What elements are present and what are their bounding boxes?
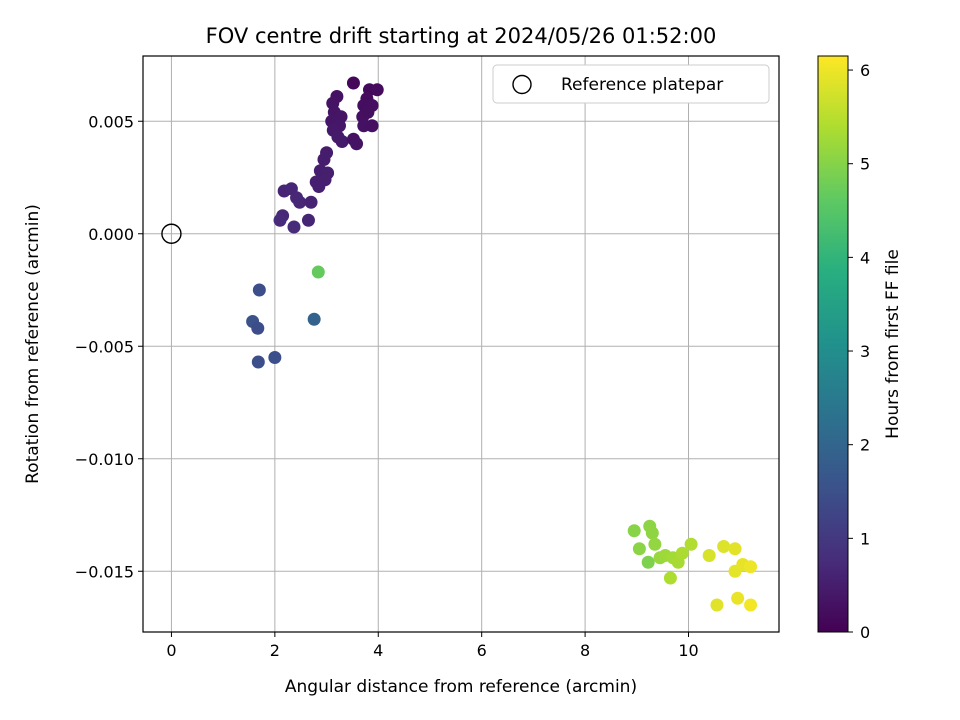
data-point	[710, 598, 724, 612]
colorbar-tick-label: 3	[860, 342, 870, 361]
data-point	[273, 213, 287, 227]
data-point	[731, 591, 745, 605]
reference-platepar-marker	[161, 223, 182, 244]
legend: Reference platepar	[492, 64, 770, 104]
data-point	[307, 312, 321, 326]
data-point	[301, 213, 315, 227]
data-point	[317, 153, 331, 166]
x-tick-label: 8	[580, 641, 590, 660]
data-point	[268, 351, 282, 364]
data-point	[632, 542, 646, 556]
x-tick-label: 0	[166, 641, 176, 660]
x-tick-label: 10	[678, 641, 698, 660]
colorbar-tick-label: 0	[860, 623, 870, 642]
data-point	[251, 355, 265, 369]
y-axis-label: Rotation from reference (arcmin)	[23, 204, 43, 484]
colorbar-tick-label: 4	[860, 248, 870, 267]
colorbar-ticks: 0 1 2 3 4 5 6	[848, 61, 870, 642]
reference-point	[161, 223, 182, 244]
data-point	[335, 135, 349, 148]
data-point	[365, 119, 379, 133]
x-tick-label: 4	[373, 641, 383, 660]
data-point	[350, 137, 364, 151]
colorbar-tick-label: 6	[860, 61, 870, 80]
legend-label: Reference platepar	[561, 75, 723, 95]
data-point	[645, 526, 659, 540]
data-point	[304, 195, 318, 209]
legend-marker-icon	[512, 74, 532, 95]
chart-title: FOV centre drift starting at 2024/05/26 …	[206, 24, 717, 48]
y-tick-label: −0.015	[75, 562, 134, 581]
x-axis-ticks: 0 2 4 6 8 10	[166, 632, 699, 660]
data-point	[684, 537, 698, 551]
data-point	[346, 76, 360, 90]
data-point	[648, 537, 662, 551]
colorbar-tick-label: 5	[860, 155, 870, 174]
data-point	[728, 564, 742, 578]
data-point	[287, 220, 301, 234]
data-point	[717, 540, 731, 553]
colorbar-gradient	[817, 55, 849, 633]
grid-lines	[143, 56, 779, 632]
y-tick-label: 0.005	[88, 112, 134, 131]
data-point	[311, 265, 325, 279]
legend-box	[492, 64, 770, 104]
colorbar: 0 1 2 3 4 5 6 Hours from first FF file	[817, 55, 903, 642]
plot-frame	[142, 55, 780, 633]
data-point	[663, 571, 677, 585]
colorbar-tick-label: 1	[860, 529, 870, 548]
data-point	[744, 560, 758, 574]
data-point	[702, 549, 716, 562]
data-point	[293, 195, 307, 209]
data-point	[252, 283, 266, 297]
y-tick-label: 0.000	[88, 225, 134, 244]
y-tick-label: −0.005	[75, 337, 134, 356]
x-tick-label: 2	[270, 641, 280, 660]
colorbar-label: Hours from first FF file	[883, 249, 903, 439]
y-axis-ticks: 0.005 0.000 −0.005 −0.010 −0.015	[75, 112, 143, 581]
colorbar-tick-label: 2	[860, 436, 870, 455]
x-tick-label: 6	[477, 641, 487, 660]
data-point	[675, 546, 689, 560]
data-point	[728, 542, 742, 556]
x-axis-label: Angular distance from reference (arcmin)	[285, 677, 637, 697]
data-point	[627, 524, 641, 538]
data-point	[744, 598, 758, 612]
data-point	[370, 83, 384, 97]
data-points	[246, 76, 758, 612]
y-tick-label: −0.010	[75, 450, 134, 469]
data-point	[312, 180, 326, 193]
data-point	[641, 555, 655, 569]
data-point	[361, 105, 375, 119]
data-point	[251, 321, 265, 335]
